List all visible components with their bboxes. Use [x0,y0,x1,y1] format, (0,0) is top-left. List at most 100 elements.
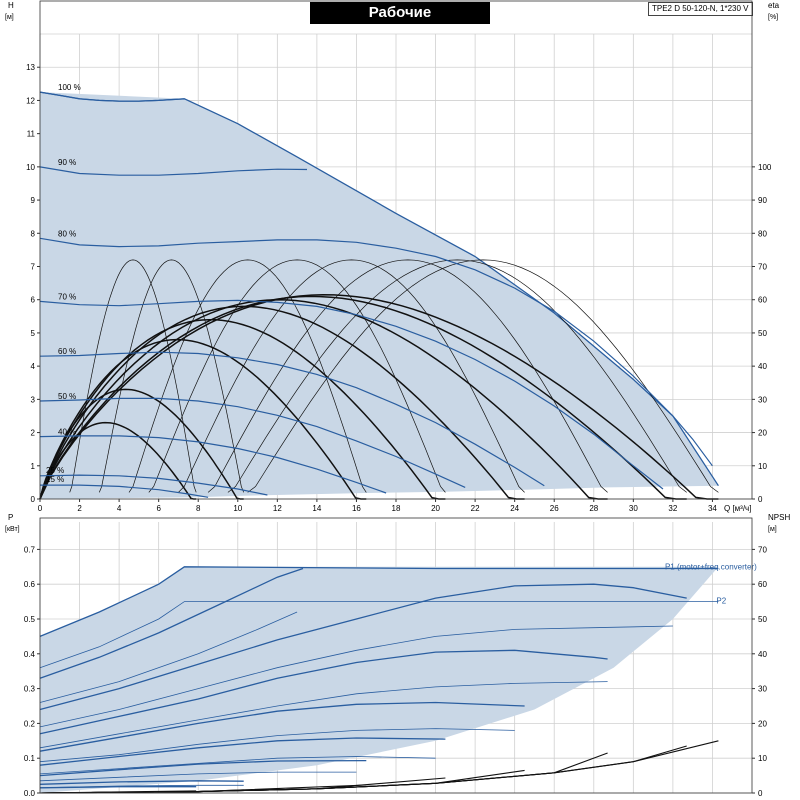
efficiency-curve [98,259,245,493]
speed-label: 70 % [58,292,76,301]
y-tick-label: 12 [26,96,35,105]
speed-label: 80 % [58,229,76,238]
efficiency-curve [247,259,719,493]
head-curve [39,435,387,494]
curve-label: P2 [716,596,726,605]
y2-tick-label: 70 [758,263,767,272]
y-tick-label: 0.7 [24,545,36,554]
y-tick-label: 10 [26,163,35,172]
y-axis-label: P [8,513,13,522]
x-tick-label: 10 [233,504,242,513]
y-tick-label: 13 [26,63,35,72]
efficiency-curve [178,259,525,493]
speed-label: 40 % [58,428,76,437]
p1-curve [39,567,304,679]
y2-tick-label: 50 [758,329,767,338]
p2-curve [39,611,298,703]
head-curve [39,166,308,176]
y-tick-label: 1 [31,462,36,471]
head-curve [39,299,664,490]
x-tick-label: 2 [77,504,82,513]
efficiency-curve [69,259,197,493]
head-curve [39,397,466,488]
y2-tick-label: 60 [758,296,767,305]
efficiency-curve [207,259,608,493]
y2-tick-label: 30 [758,395,767,404]
speed-label: 60 % [58,347,76,356]
head-curve [40,484,209,498]
x-tick-label: 4 [117,504,122,513]
x-tick-label: 24 [510,504,519,513]
x-tick-label: 14 [312,504,321,513]
y2-tick-label: 50 [758,615,767,624]
y2-tick-label: 100 [758,163,772,172]
y-tick-label: 5 [31,329,36,338]
p2-curve [39,601,719,669]
y-tick-label: 0.5 [24,615,36,624]
x-tick-label: 34 [708,504,717,513]
y-tick-label: 0.4 [24,650,36,659]
x-tick-label: 0 [38,504,43,513]
y2-tick-label: 70 [758,545,767,554]
y-tick-label: 6 [31,296,36,305]
p1-curve [39,566,719,638]
y2-tick-label: 20 [758,429,767,438]
efficiency-curve [39,318,446,500]
speed-label: 25 % [46,466,64,475]
y2-tick-label: 0 [758,495,763,504]
y2-tick-label: 30 [758,685,767,694]
x-axis-label: Q [м³/ч] [724,504,751,513]
y2-axis-label: NPSH [768,513,790,522]
x-tick-label: 26 [550,504,559,513]
p1-curve [39,737,446,766]
x-tick-label: 22 [471,504,480,513]
y-tick-label: 0.1 [24,754,36,763]
chart-title: Рабочие характеристики [310,2,490,43]
y2-tick-label: 10 [758,754,767,763]
efficiency-curve [39,294,719,500]
efficiency-curve [39,295,687,500]
curve-label: P1 (motor+freq.converter) [665,563,757,572]
p1-curve [39,780,244,785]
y-tick-label: 4 [31,362,36,371]
p1-curve [39,759,367,777]
y2-tick-label: 60 [758,580,767,589]
x-tick-label: 28 [589,504,598,513]
p1-curve [39,649,608,735]
speed-label: 100 % [58,83,81,92]
efficiency-curve [39,338,367,500]
speed-label: 15 % [46,475,64,484]
power-envelope [40,566,719,793]
head-curve [39,91,185,102]
y-axis-label: H [8,1,14,10]
efficiency-curve [39,298,608,500]
pump-model-label: TPE2 D 50-120-N, 1*230 V [648,2,753,16]
p2-curve [39,625,673,728]
p2-curve [39,771,357,782]
y-axis-unit: [м] [5,14,14,21]
efficiency-curve [39,305,525,500]
efficiency-curve [128,259,367,493]
speed-label: 90 % [58,158,76,167]
x-tick-label: 32 [668,504,677,513]
y-tick-label: 0.3 [24,685,36,694]
y2-tick-label: 0 [758,789,763,798]
y-tick-label: 2 [31,429,36,438]
y-tick-label: 3 [31,395,36,404]
y2-tick-label: 40 [758,650,767,659]
head-curve [39,237,713,467]
plot-frame [39,517,753,794]
x-tick-label: 8 [196,504,201,513]
y2-tick-label: 80 [758,229,767,238]
x-tick-label: 16 [352,504,361,513]
y-tick-label: 0.2 [24,719,36,728]
y-tick-label: 11 [27,130,36,139]
y-tick-label: 0 [31,495,36,504]
p1-curve [39,701,525,752]
y-tick-label: 0.0 [24,789,36,798]
p2-curve [39,756,436,775]
y2-tick-label: 90 [758,196,767,205]
p1-curve [39,786,197,789]
y2-tick-label: 40 [758,362,767,371]
y-tick-label: 9 [31,196,36,205]
